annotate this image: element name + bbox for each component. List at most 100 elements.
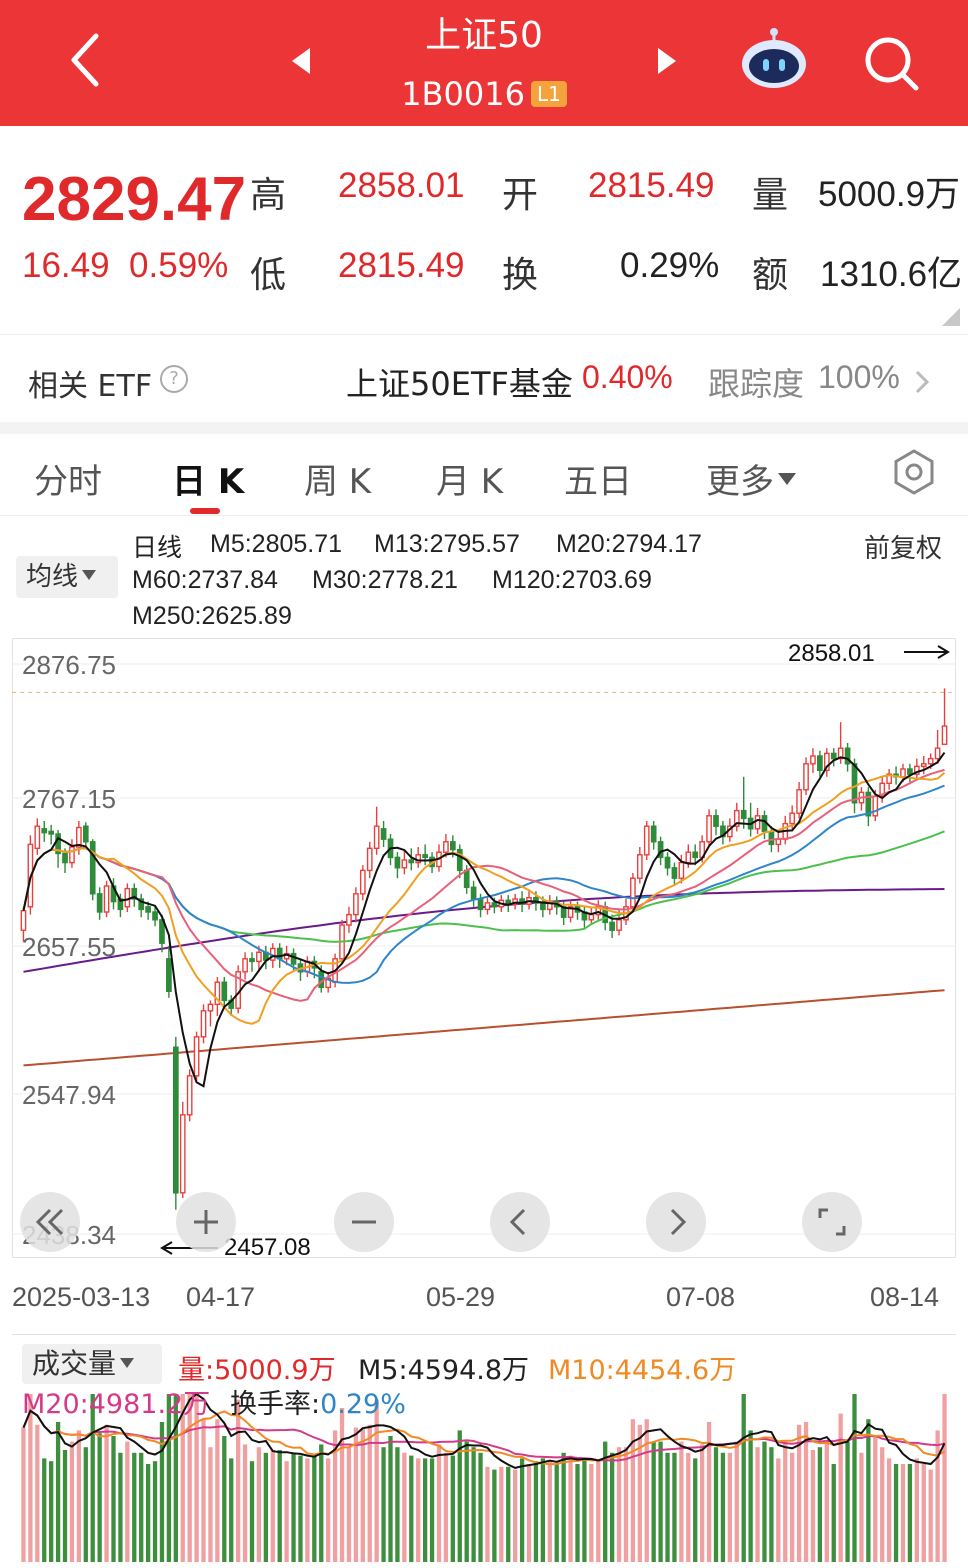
volume-bar-down (852, 1394, 857, 1562)
chart-period-tabs: 分时 日 K 周 K 月 K 五日 更多 (0, 434, 968, 516)
search-icon[interactable] (860, 32, 922, 94)
volume-bar-up (783, 1441, 788, 1562)
volume-bar-up (914, 1458, 919, 1562)
help-icon[interactable]: ? (160, 365, 188, 393)
back-arrow-icon[interactable] (62, 30, 112, 90)
rewind-button[interactable] (20, 1192, 80, 1252)
zoom-out-button[interactable] (334, 1192, 394, 1252)
volume-chart[interactable] (12, 1334, 956, 1562)
ma-selector-button[interactable]: 均线 (16, 556, 118, 598)
kline-chart-frame (12, 638, 956, 1258)
candle-up (879, 782, 886, 797)
volume-bar-up (755, 1447, 760, 1562)
volume-bar-down (658, 1441, 663, 1562)
candle-down (650, 825, 657, 843)
volume-bar-down (907, 1464, 913, 1562)
volume-bar-up (270, 1450, 275, 1562)
ma5-label: M5:2805.71 (210, 530, 343, 558)
related-etf-row[interactable]: 相关 ETF ? 上证50ETF基金 0.40% 跟踪度 100% (0, 334, 968, 422)
volume-bar-down (866, 1419, 871, 1562)
volume-bar-down (388, 1436, 393, 1562)
tracking-value: 100% (818, 359, 900, 395)
volume-bar-up (443, 1452, 449, 1562)
candle-up (207, 1003, 214, 1012)
volume-bar-down (429, 1458, 435, 1562)
candle-up (325, 977, 332, 989)
tab-five-day[interactable]: 五日 (564, 462, 632, 502)
ma60-label: M60:2737.84 (132, 566, 278, 594)
volume-bar-down (609, 1452, 615, 1562)
tab-intraday[interactable]: 分时 (34, 462, 102, 502)
chevron-right-icon (915, 370, 930, 394)
volume-bar-down (111, 1436, 116, 1562)
volume-bar-up (679, 1441, 684, 1562)
volume-bar-up (353, 1427, 359, 1562)
candle-up (706, 815, 712, 843)
candle-up (20, 910, 27, 931)
candle-up (789, 812, 796, 825)
volume-bar-up (630, 1419, 636, 1562)
candle-down (907, 768, 913, 775)
volume-ma5-line (22, 1392, 946, 1469)
ai-assistant-robot-icon[interactable] (738, 28, 810, 90)
candle-up (678, 861, 685, 879)
candle-down (172, 1046, 179, 1194)
chart-settings-icon[interactable] (890, 448, 938, 496)
quote-panel: 2829.47 16.49 0.59% 高 2858.01 低 2815.49 … (0, 126, 968, 334)
candle-down (131, 887, 138, 900)
candle-up (616, 919, 622, 931)
candle-up (179, 1114, 186, 1194)
volume-bar-down (312, 1455, 317, 1562)
previous-stock-icon[interactable] (290, 46, 314, 76)
next-stock-icon[interactable] (654, 46, 678, 76)
scroll-left-button[interactable] (490, 1192, 550, 1252)
adjustment-mode[interactable]: 前复权 (864, 534, 943, 564)
candle-up (913, 765, 920, 775)
ma30-label: M30:2778.21 (312, 566, 458, 594)
turnover-label: 换 (502, 255, 539, 296)
candle-down (89, 841, 96, 895)
volume-bar-down (249, 1461, 255, 1562)
candle-up (796, 789, 802, 814)
candle-down (477, 898, 484, 911)
volume-bar-down (381, 1447, 386, 1562)
tracking-label: 跟踪度 (708, 365, 805, 403)
volume-bar-down (118, 1452, 123, 1562)
date-axis-label: 05-29 (426, 1282, 496, 1312)
volume-ma10-line (22, 1409, 946, 1466)
tab-weekly-k[interactable]: 周 K (304, 462, 372, 502)
candle-down (138, 898, 145, 911)
tab-daily-k[interactable]: 日 K (172, 462, 245, 502)
volume-bar-down (319, 1444, 324, 1562)
volume-bar-up (499, 1466, 504, 1562)
volume-bar-down (582, 1458, 587, 1562)
candle-up (733, 809, 740, 827)
candle-up (685, 851, 692, 864)
kline-chart[interactable] (12, 638, 956, 1258)
candle-down (865, 791, 872, 817)
volume-bar-down (741, 1394, 746, 1562)
volume-bar-down (55, 1422, 61, 1562)
candle-up (124, 887, 131, 908)
volume-bar-up (194, 1394, 199, 1562)
scroll-right-button[interactable] (646, 1192, 706, 1252)
volume-bar-up (873, 1436, 878, 1562)
fullscreen-button[interactable] (802, 1192, 862, 1252)
candle-up (359, 869, 366, 895)
tab-more[interactable]: 更多 (706, 454, 796, 503)
volume-bar-down (506, 1466, 511, 1562)
tab-monthly-k[interactable]: 月 K (436, 462, 504, 502)
candle-up (636, 854, 643, 879)
volume-bar-down (139, 1452, 144, 1562)
volume-indicator-selector[interactable]: 成交量 (22, 1344, 162, 1384)
dropdown-caret-icon (120, 1358, 135, 1368)
volume-bar-down (817, 1447, 823, 1562)
volume-bar-down (62, 1450, 68, 1562)
candle-up (353, 893, 359, 916)
zoom-in-button[interactable] (176, 1192, 236, 1252)
open-label: 开 (502, 175, 539, 216)
volume-bar-down (229, 1458, 234, 1562)
related-etf-label: 相关 ETF (28, 369, 153, 404)
expand-corner-icon[interactable] (942, 308, 960, 326)
candle-down (82, 825, 89, 843)
